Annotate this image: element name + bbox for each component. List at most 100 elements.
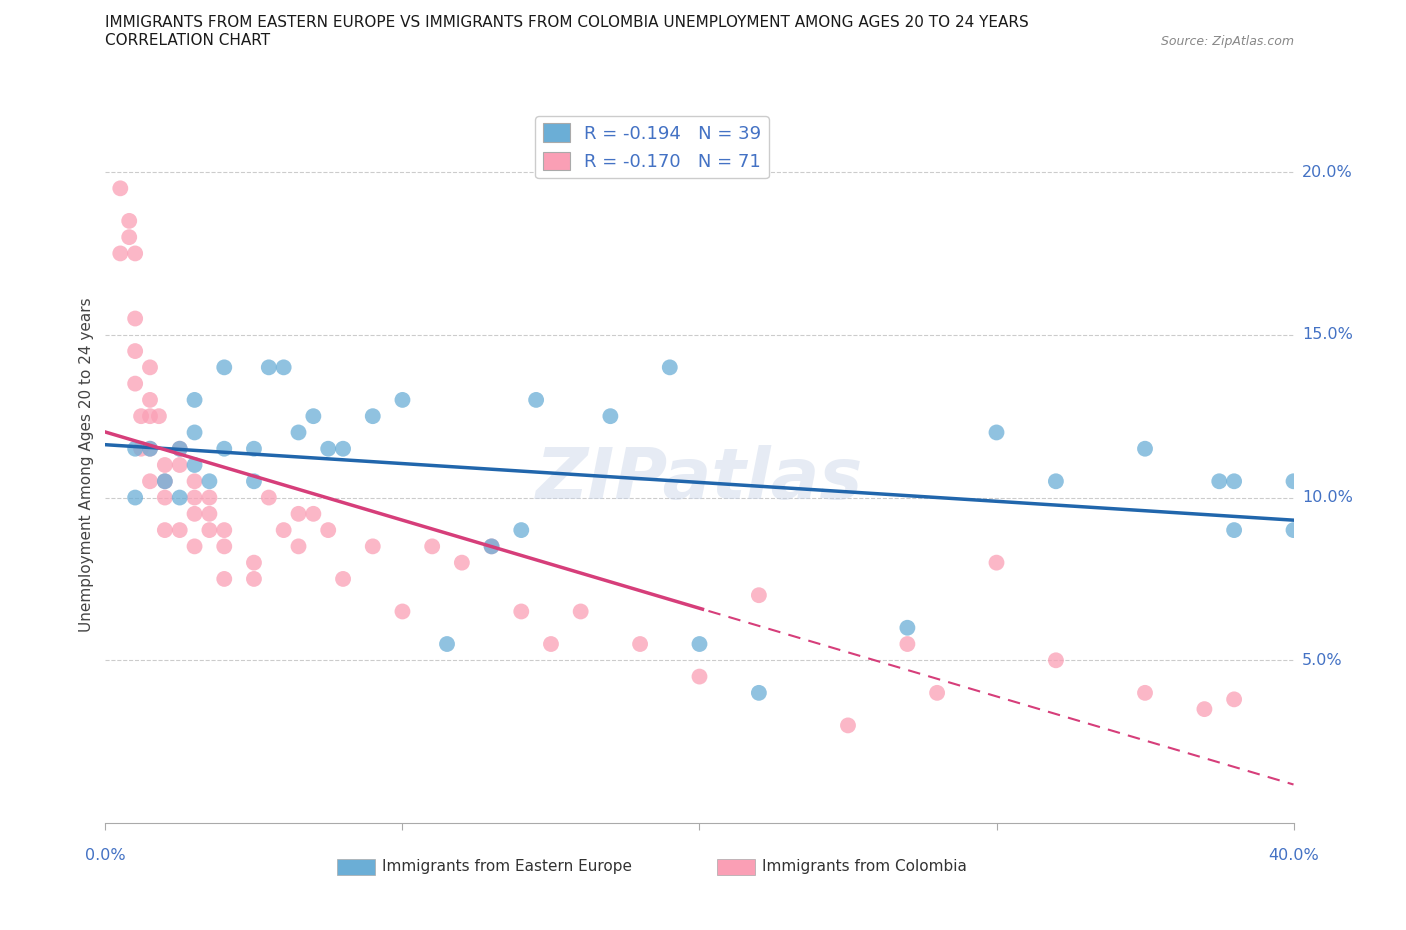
- FancyBboxPatch shape: [717, 859, 755, 874]
- Text: Source: ZipAtlas.com: Source: ZipAtlas.com: [1160, 35, 1294, 48]
- Point: [169, 442, 191, 457]
- Point: [153, 474, 176, 489]
- Point: [257, 490, 280, 505]
- Text: 0.0%: 0.0%: [86, 848, 125, 863]
- Point: [658, 360, 681, 375]
- Text: CORRELATION CHART: CORRELATION CHART: [105, 33, 270, 48]
- Point: [1208, 474, 1230, 489]
- Point: [420, 538, 443, 553]
- Point: [450, 555, 472, 570]
- Point: [302, 409, 325, 424]
- Point: [689, 670, 711, 684]
- Point: [689, 637, 711, 652]
- Point: [139, 360, 162, 375]
- Point: [510, 604, 533, 619]
- Point: [169, 458, 191, 472]
- Point: [153, 458, 176, 472]
- Text: ZIPatlas: ZIPatlas: [536, 445, 863, 513]
- Point: [748, 588, 770, 603]
- Point: [599, 409, 621, 424]
- Point: [214, 442, 236, 457]
- Point: [110, 246, 132, 261]
- Point: [198, 506, 221, 521]
- Point: [183, 425, 205, 440]
- Point: [243, 442, 266, 457]
- Point: [896, 620, 918, 635]
- Point: [214, 571, 236, 587]
- Point: [1223, 692, 1246, 707]
- Point: [118, 214, 141, 229]
- Point: [214, 523, 236, 538]
- Text: 15.0%: 15.0%: [1302, 327, 1353, 342]
- Point: [986, 425, 1008, 440]
- Point: [139, 392, 162, 407]
- Point: [129, 442, 152, 457]
- Point: [110, 180, 132, 196]
- Point: [153, 523, 176, 538]
- Point: [124, 376, 146, 391]
- Point: [183, 490, 205, 505]
- Point: [540, 637, 562, 652]
- Point: [316, 442, 339, 457]
- Point: [927, 685, 949, 700]
- Point: [316, 523, 339, 538]
- Point: [287, 506, 309, 521]
- Point: [139, 442, 162, 457]
- Point: [124, 442, 146, 457]
- Point: [129, 409, 152, 424]
- Point: [302, 506, 325, 521]
- Text: 10.0%: 10.0%: [1302, 490, 1353, 505]
- Point: [169, 490, 191, 505]
- Point: [169, 523, 191, 538]
- Point: [273, 360, 295, 375]
- Point: [198, 474, 221, 489]
- FancyBboxPatch shape: [337, 859, 375, 874]
- Point: [1282, 474, 1305, 489]
- Point: [124, 490, 146, 505]
- Point: [391, 604, 413, 619]
- Point: [361, 538, 384, 553]
- Point: [986, 555, 1008, 570]
- Point: [1133, 685, 1156, 700]
- Point: [139, 474, 162, 489]
- Point: [1045, 653, 1067, 668]
- Point: [332, 571, 354, 587]
- Point: [257, 360, 280, 375]
- Point: [183, 474, 205, 489]
- Point: [524, 392, 547, 407]
- Point: [153, 490, 176, 505]
- Point: [198, 490, 221, 505]
- Text: 5.0%: 5.0%: [1302, 653, 1343, 668]
- Legend: R = -0.194   N = 39, R = -0.170   N = 71: R = -0.194 N = 39, R = -0.170 N = 71: [536, 116, 769, 179]
- Point: [243, 555, 266, 570]
- Point: [273, 523, 295, 538]
- Point: [118, 230, 141, 245]
- Text: 40.0%: 40.0%: [1268, 848, 1319, 863]
- Point: [183, 392, 205, 407]
- Point: [214, 360, 236, 375]
- Y-axis label: Unemployment Among Ages 20 to 24 years: Unemployment Among Ages 20 to 24 years: [79, 298, 94, 632]
- Text: IMMIGRANTS FROM EASTERN EUROPE VS IMMIGRANTS FROM COLOMBIA UNEMPLOYMENT AMONG AG: IMMIGRANTS FROM EASTERN EUROPE VS IMMIGR…: [105, 15, 1029, 30]
- Point: [153, 474, 176, 489]
- Point: [628, 637, 651, 652]
- Point: [124, 344, 146, 359]
- Point: [148, 409, 170, 424]
- Point: [481, 538, 503, 553]
- Point: [837, 718, 859, 733]
- Point: [569, 604, 592, 619]
- Point: [1282, 523, 1305, 538]
- Point: [1194, 701, 1216, 716]
- Point: [243, 474, 266, 489]
- Point: [896, 637, 918, 652]
- Point: [183, 506, 205, 521]
- Point: [183, 458, 205, 472]
- Point: [1133, 442, 1156, 457]
- Point: [1223, 523, 1246, 538]
- Point: [169, 442, 191, 457]
- Point: [214, 538, 236, 553]
- Point: [287, 425, 309, 440]
- Point: [139, 442, 162, 457]
- Point: [481, 538, 503, 553]
- Point: [287, 538, 309, 553]
- Text: Immigrants from Eastern Europe: Immigrants from Eastern Europe: [382, 859, 633, 874]
